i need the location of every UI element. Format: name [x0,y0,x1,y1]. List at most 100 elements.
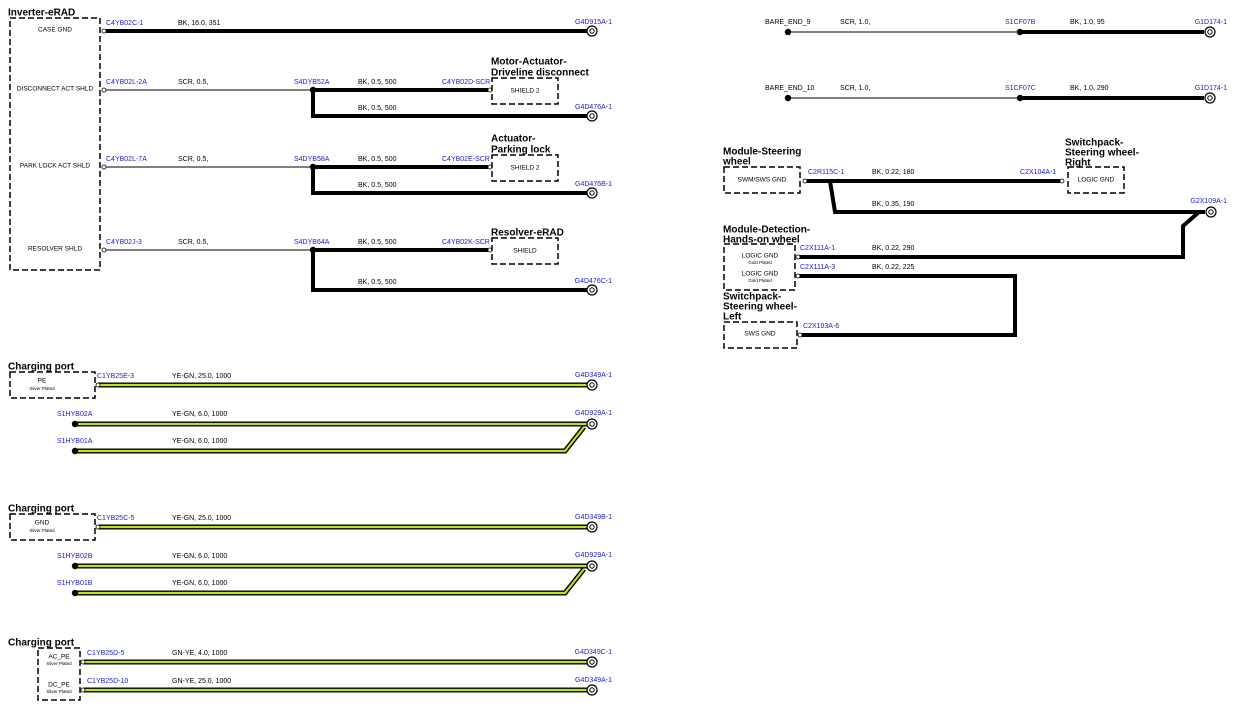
label: G4D929A-1 [575,552,612,559]
label: S1CF07C [1005,85,1036,92]
component-box [9,513,96,541]
label: C2R115C-1 [808,169,845,176]
label: Switchpack- [1065,138,1123,149]
component-box [9,17,101,271]
terminal [586,656,598,668]
label: Driveline disconnect [491,68,589,79]
terminal [586,284,598,296]
label: GND [35,520,50,527]
label: C4YB02E-SCR [442,156,490,163]
label: Charging port [8,638,75,649]
label: G1D174-1 [1195,19,1227,26]
label: Inverter-eRAD [8,8,75,19]
terminal [586,521,598,533]
label: C2X103A-6 [803,323,839,330]
label: PARK LOCK ACT SHLD [20,163,91,170]
label: Hands-on wheel [723,235,800,246]
label: S1HYB02A [57,411,93,418]
pin [795,273,801,279]
terminal [1204,92,1216,104]
label: RESOLVER SHLD [28,246,82,253]
label: C4YB02J-3 [106,239,142,246]
label: SCR, 0.5, [178,239,208,246]
label: BK, 1.0, 95 [1070,19,1105,26]
component-box [37,647,81,701]
label: SHIELD [513,248,537,255]
terminal-core [589,524,595,530]
component-box [723,243,796,291]
label: SCR, 1.0, [840,19,870,26]
label: BK, 0.5, 500 [358,105,397,112]
label: C4YB02L-2A [106,79,147,86]
label: G4D476B-1 [575,181,612,188]
label: C4YB02K-SCR [442,239,490,246]
wire [311,90,587,118]
terminal [586,418,598,430]
terminal-core [589,659,595,665]
pin [80,687,86,693]
label: Parking lock [491,145,551,156]
label: Silver Plated [29,528,55,533]
terminal [1204,26,1216,38]
label: YE-GN, 25.0, 1000 [172,515,231,522]
component-box [491,237,559,265]
label: YE-GN, 25.0, 1000 [172,373,231,380]
label: Steering wheel- [723,302,797,313]
label: BARE_END_10 [765,85,815,92]
label: GN-YE, 25.0, 1000 [172,678,231,685]
wire-stripe [75,426,585,453]
label: G2X109A-1 [1190,198,1227,205]
label: C4YB02C-1 [106,20,143,27]
label: SWM/SWS GND [738,177,787,184]
label: S1HYB01A [57,438,93,445]
label: S4DYB64A [294,239,330,246]
terminal [586,560,598,572]
label: YE-GN, 6.0, 1000 [172,553,227,560]
pin [101,247,107,253]
label: LOGIC GND [742,271,779,278]
pin [101,164,107,170]
label: BK, 0.5, 500 [358,279,397,286]
label: SHIELD 2 [511,165,540,172]
label: Left [723,312,742,323]
label: Motor-Actuator- [491,57,567,68]
label: SHIELD 2 [511,88,540,95]
label: Silver Plated [29,386,55,391]
splice [1016,94,1024,102]
label: Silver Plated [46,661,72,666]
label: Steering wheel- [1065,148,1139,159]
label: Module-Detection- [723,225,810,236]
pin [95,382,101,388]
label: BK, 16.0, 351 [178,20,221,27]
label: C2X111A-1 [800,245,835,252]
terminal-core [589,382,595,388]
label: C4YB02L-7A [106,156,147,163]
terminal-core [589,190,595,196]
label: BARE_END_9 [765,19,811,26]
splice [784,94,792,102]
label: CASE GND [38,27,72,34]
component-box [1067,166,1125,194]
wire [828,180,1205,214]
wire [311,167,587,195]
label: Resolver-eRAD [491,228,564,239]
wire [799,274,1017,337]
label: G4D349C-1 [575,649,612,656]
label: G4D349A-1 [575,677,612,684]
label: C1YB25D-5 [87,650,124,657]
splice [71,420,79,428]
label: PE [38,378,47,385]
terminal-core [589,563,595,569]
label: G4D929A-1 [575,410,612,417]
label: S1CF07B [1005,19,1036,26]
label: Actuator- [491,134,535,145]
label: AC_PE [48,654,70,661]
label: YE-GN, 6.0, 1000 [172,411,227,418]
label: BK, 0.5, 500 [358,182,397,189]
terminal-core [589,113,595,119]
label: wheel [722,157,751,168]
label: Gold Plated [748,260,772,265]
label: YE-GN, 6.0, 1000 [172,580,227,587]
label: SCR, 0.5, [178,156,208,163]
